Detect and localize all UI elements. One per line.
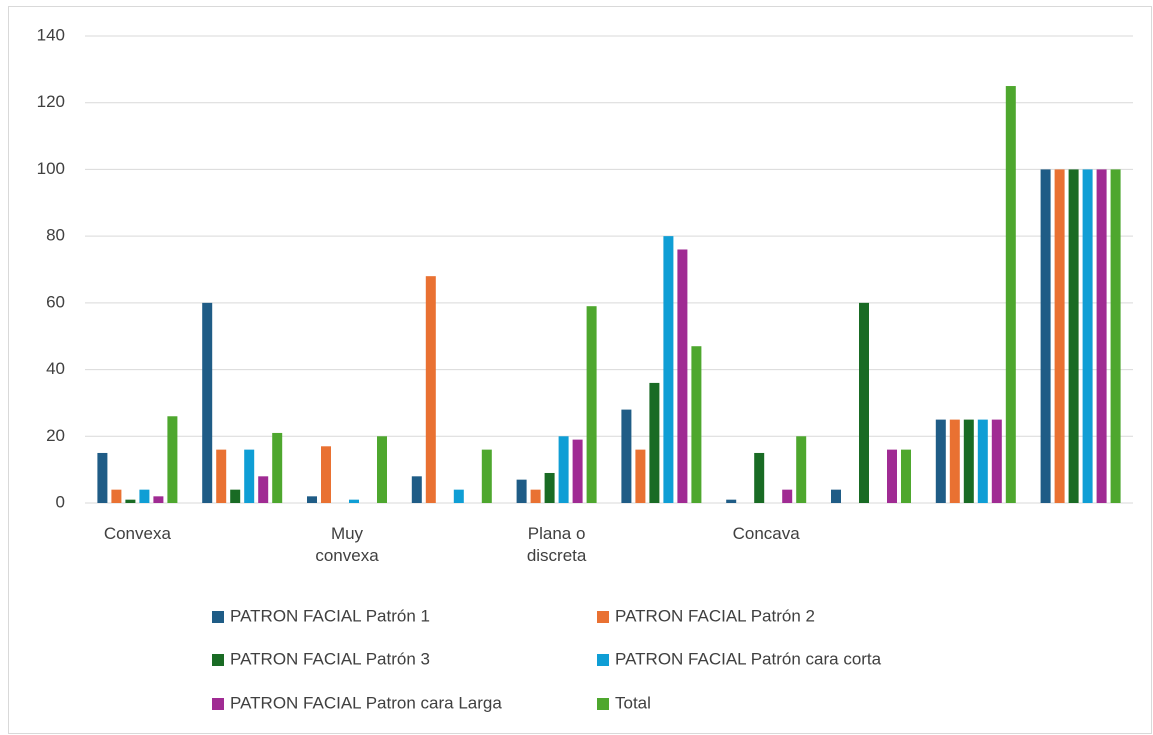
bar <box>349 499 359 503</box>
bar <box>621 409 632 503</box>
bar <box>125 499 136 503</box>
bar <box>425 276 436 503</box>
bar <box>949 419 960 503</box>
bar <box>796 436 807 503</box>
bar <box>139 489 150 503</box>
bar <box>635 449 646 503</box>
bar <box>1096 169 1107 503</box>
y-tick-label: 60 <box>46 292 65 311</box>
y-tick-label: 0 <box>56 492 65 511</box>
bar <box>663 236 674 503</box>
bar <box>859 302 869 503</box>
bar <box>111 489 122 503</box>
bar <box>691 346 702 503</box>
bar <box>321 446 331 503</box>
legend-label: Total <box>615 693 651 712</box>
bar <box>963 419 974 503</box>
bar <box>97 452 108 503</box>
y-tick-label: 120 <box>37 92 65 111</box>
x-tick-label: Muy convexa <box>315 524 379 565</box>
x-tick-label: Concava <box>732 524 800 543</box>
bar <box>377 436 387 503</box>
bar <box>831 489 841 503</box>
bar <box>453 489 464 503</box>
legend-swatch <box>597 698 609 710</box>
bar <box>754 452 765 503</box>
legend-label: PATRON FACIAL Patron cara Larga <box>230 693 502 712</box>
bar <box>516 479 527 503</box>
bar <box>1005 86 1016 504</box>
bar <box>1040 169 1051 503</box>
y-tick-label: 80 <box>46 226 65 245</box>
bar <box>558 436 569 503</box>
legend-label: PATRON FACIAL Patrón cara corta <box>615 649 882 668</box>
bar <box>258 476 269 503</box>
y-tick-label: 140 <box>37 25 65 44</box>
bar <box>307 496 317 503</box>
bar <box>544 472 555 503</box>
bar <box>935 419 946 503</box>
legend-label: PATRON FACIAL Patrón 3 <box>230 649 430 668</box>
bar <box>1068 169 1079 503</box>
x-tick-label: Plana o discreta <box>526 524 587 565</box>
bar <box>411 476 422 503</box>
bar <box>1054 169 1065 503</box>
x-tick-label: Convexa <box>103 524 171 543</box>
bar <box>991 419 1002 503</box>
bar <box>244 449 255 503</box>
bar <box>1082 169 1093 503</box>
bar <box>572 439 583 503</box>
bar <box>153 496 164 503</box>
bar <box>677 249 688 503</box>
y-tick-label: 40 <box>46 359 65 378</box>
legend-swatch <box>212 611 224 623</box>
bar <box>481 449 492 503</box>
bar <box>272 432 283 503</box>
bar <box>586 306 597 503</box>
bar <box>202 302 213 503</box>
bar <box>887 449 897 503</box>
bar <box>230 489 241 503</box>
legend-swatch <box>212 654 224 666</box>
bar <box>977 419 988 503</box>
bar <box>901 449 911 503</box>
y-tick-label: 20 <box>46 426 65 445</box>
legend-swatch <box>212 698 224 710</box>
bar <box>649 382 660 503</box>
bar <box>1110 169 1121 503</box>
legend-swatch <box>597 654 609 666</box>
y-tick-label: 100 <box>37 159 65 178</box>
legend-label: PATRON FACIAL Patrón 1 <box>230 606 430 625</box>
bar <box>530 489 541 503</box>
bar <box>167 416 178 503</box>
legend-label: PATRON FACIAL Patrón 2 <box>615 606 815 625</box>
legend-swatch <box>597 611 609 623</box>
bar <box>782 489 793 503</box>
chart-border <box>8 6 1152 734</box>
bar <box>216 449 227 503</box>
bar <box>726 499 737 503</box>
